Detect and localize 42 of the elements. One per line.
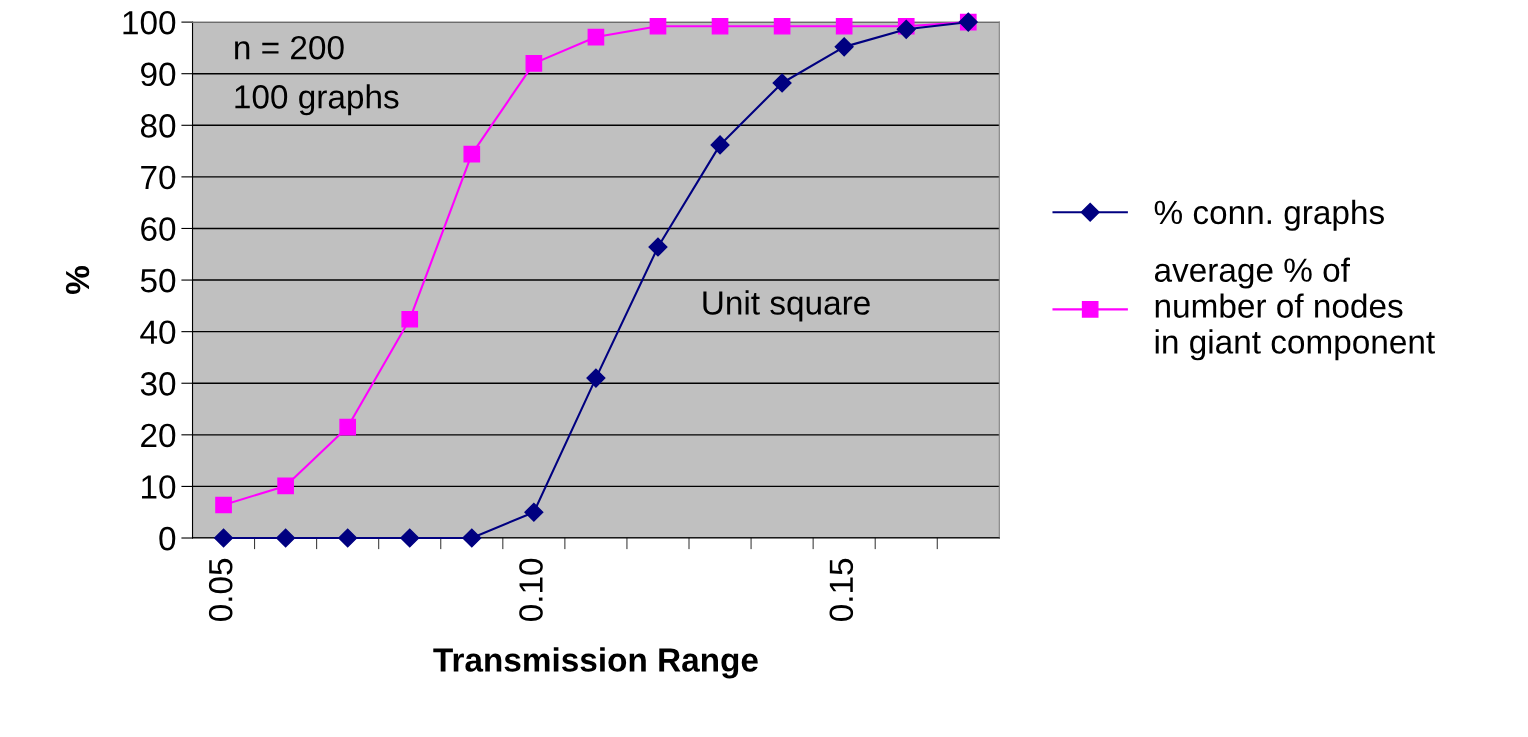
point	[587, 28, 605, 46]
point	[401, 310, 419, 328]
point	[649, 17, 667, 35]
point	[338, 528, 358, 548]
point	[462, 528, 482, 548]
y-tick-label: 100	[123, 10, 176, 35]
point	[525, 55, 543, 72]
y-tick-label: 0	[159, 526, 176, 551]
point	[400, 528, 420, 548]
x-axis-title: Transmission Range	[433, 647, 758, 679]
y-tick-label: 70	[141, 165, 176, 190]
y-tick-label: 30	[140, 372, 176, 396]
point	[648, 237, 668, 257]
point	[711, 17, 729, 35]
y-tick-label: 10	[142, 475, 176, 499]
x-tick-label: 0.10	[519, 558, 543, 622]
y-tick-label: 90	[141, 62, 176, 87]
point	[463, 145, 481, 163]
annotation: n = 200 100 graphs	[235, 35, 399, 116]
point	[773, 17, 791, 35]
point	[835, 17, 853, 35]
y-tick-label: 60	[141, 217, 176, 241]
x-tick-label: 0.05	[208, 558, 233, 622]
y-tick-label: 20	[141, 423, 176, 448]
point	[214, 528, 234, 548]
point	[339, 418, 357, 436]
legend-label: % conn. graphs	[1154, 199, 1384, 231]
y-axis-title: %	[65, 266, 90, 295]
point	[834, 37, 854, 57]
y-tick-label: 40	[140, 320, 176, 345]
legend-label: average % of number of nodes in giant component	[1154, 257, 1435, 361]
point	[215, 496, 232, 514]
point	[772, 73, 792, 93]
y-tick-label: 80	[140, 114, 176, 138]
point	[586, 368, 606, 388]
point	[276, 528, 296, 548]
y-tick-label: 50	[140, 268, 176, 293]
point	[277, 477, 294, 495]
point	[524, 502, 544, 522]
point	[710, 135, 730, 155]
x-tick-label: 0.15	[829, 558, 854, 622]
annotation: Unit square	[703, 290, 870, 322]
